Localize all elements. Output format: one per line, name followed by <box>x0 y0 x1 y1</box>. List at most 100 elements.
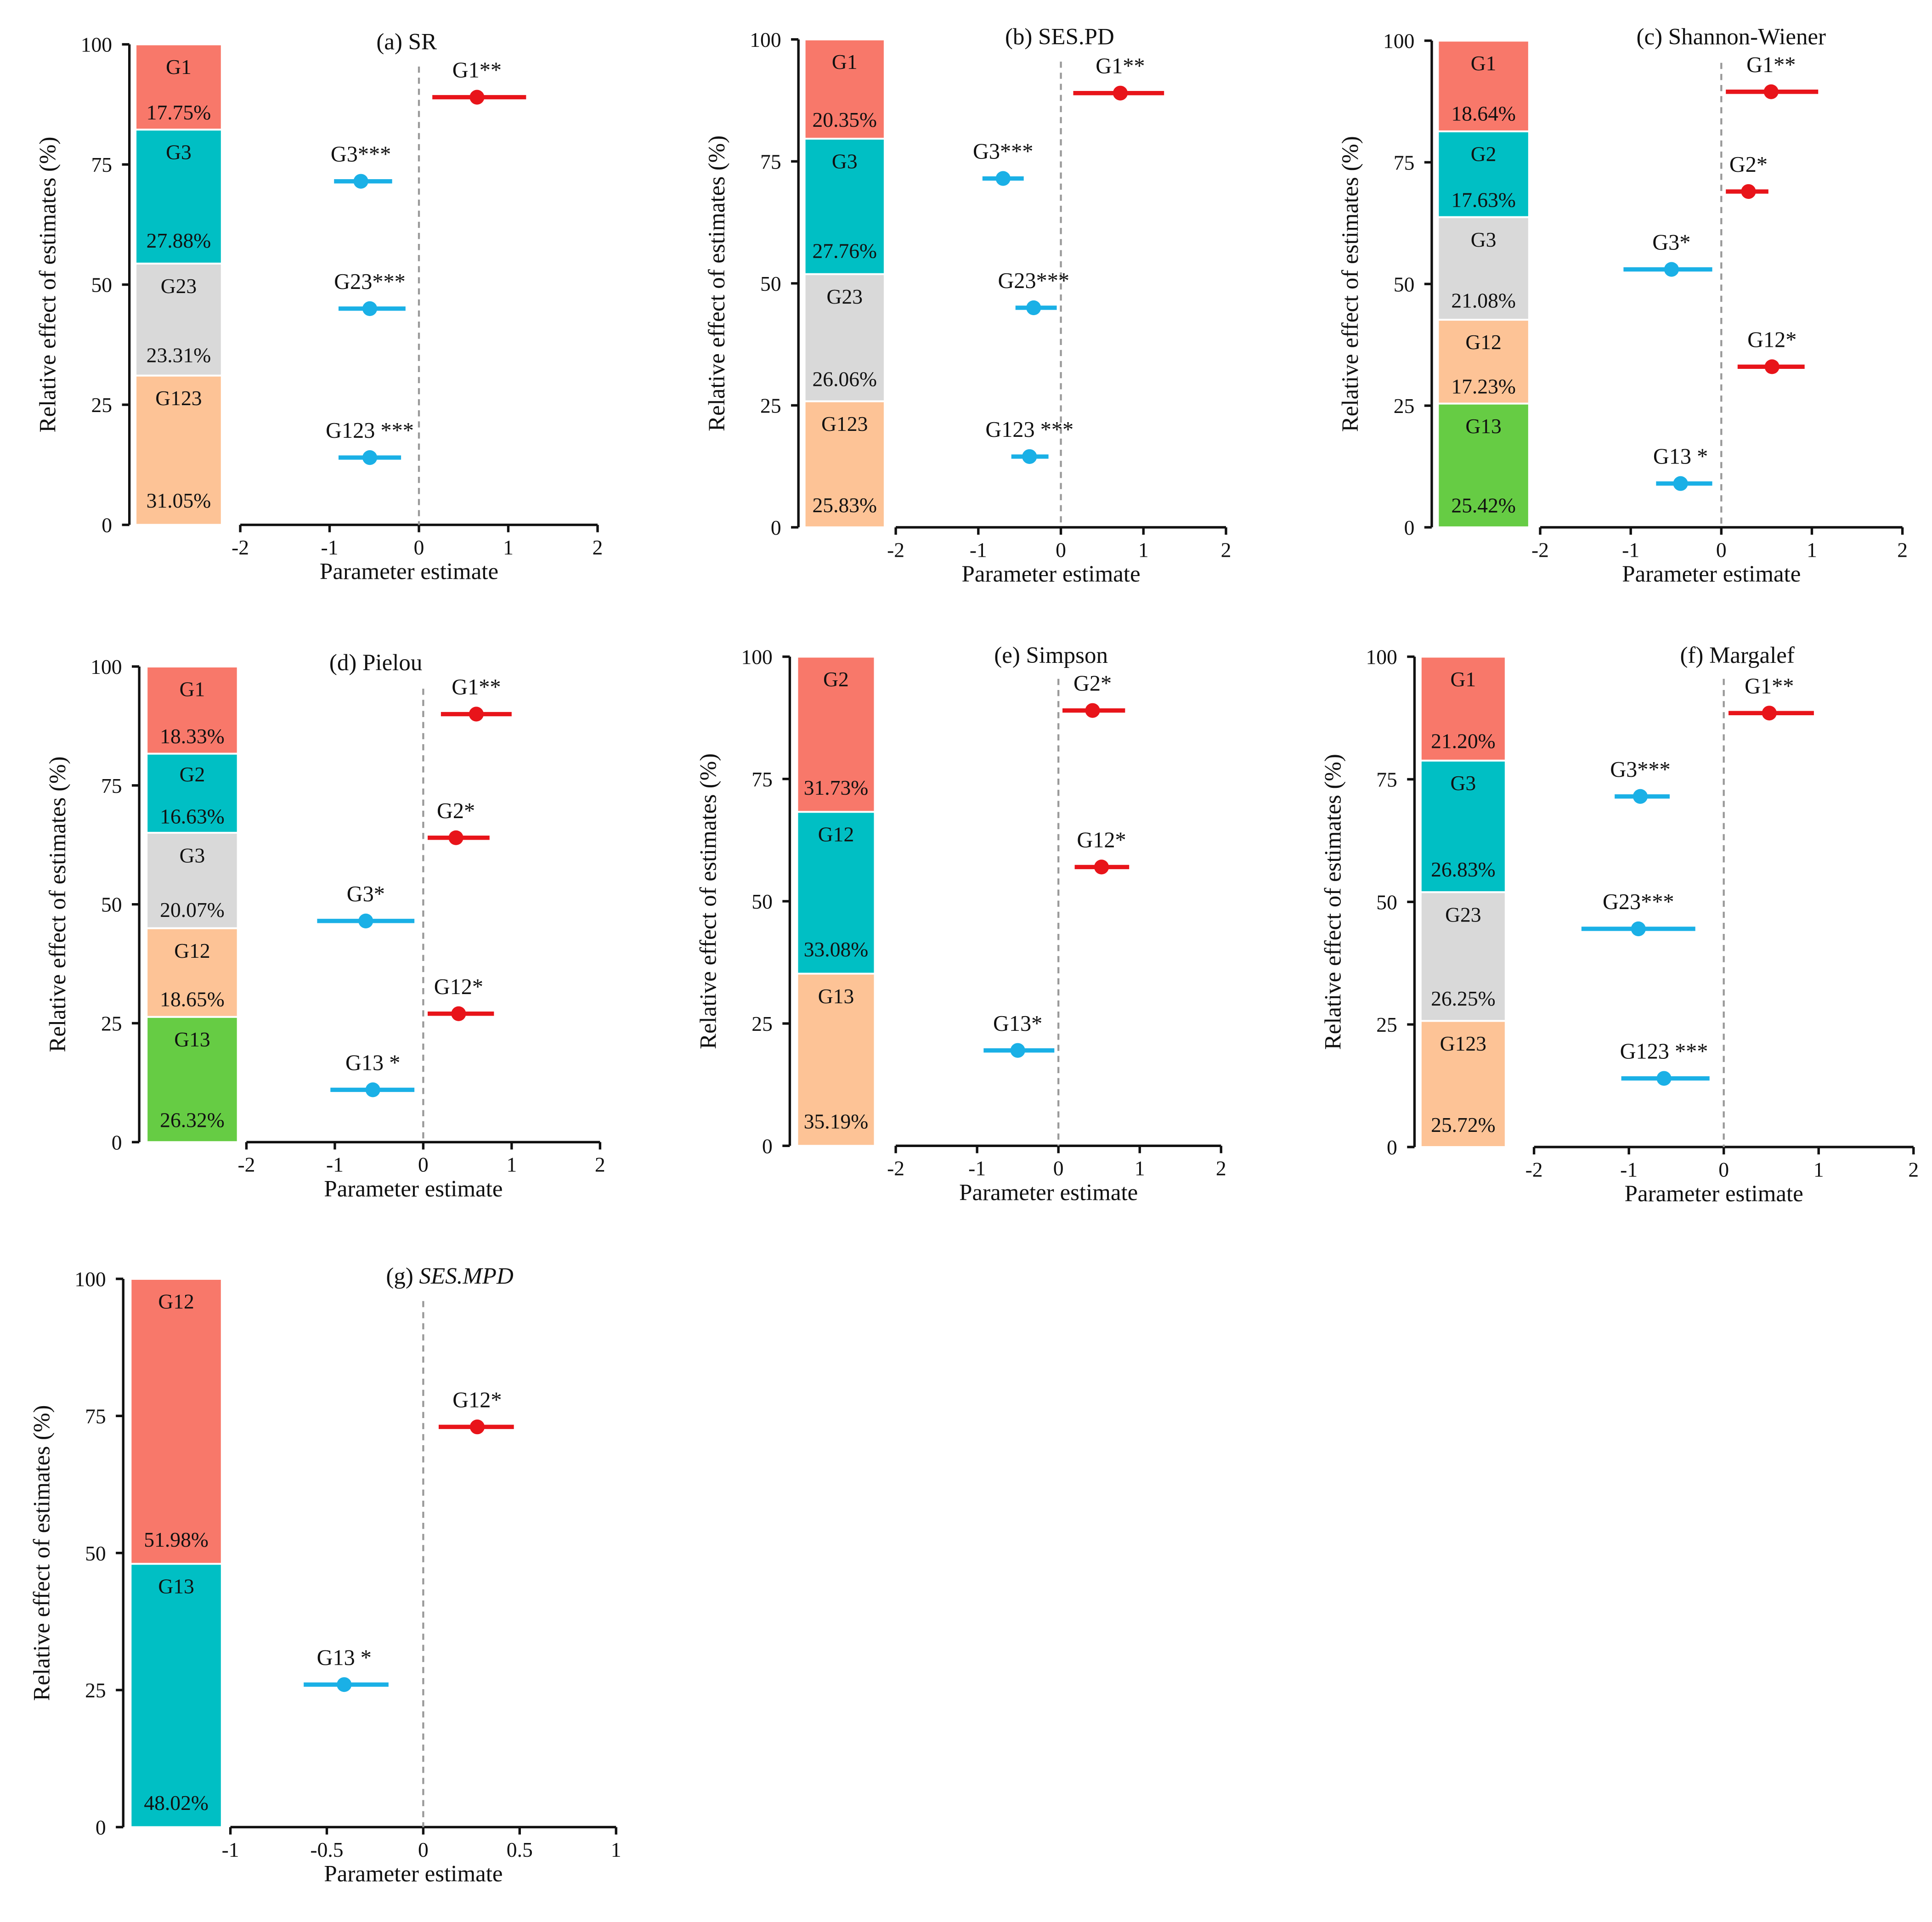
estimate-point <box>1010 1043 1025 1058</box>
estimate-point <box>469 1419 485 1435</box>
panel-title: (e) Simpson <box>994 643 1108 668</box>
bar-segment-G1 <box>803 38 886 140</box>
x-tick-label: -1 <box>222 1838 239 1861</box>
estimate-label: G12* <box>434 975 483 999</box>
estimate-label: G13* <box>993 1012 1042 1036</box>
segment-percent-label: 17.23% <box>1451 375 1516 398</box>
bar-segment-G123 <box>1419 1020 1507 1148</box>
segment-name-label: G23 <box>827 285 863 308</box>
estimate-label: G123 *** <box>326 418 414 443</box>
segment-name-label: G123 <box>155 386 202 410</box>
segment-percent-label: 27.76% <box>813 239 877 262</box>
estimate-point <box>1673 476 1688 491</box>
estimate-label: G12* <box>1077 828 1126 852</box>
y-tick-label: 25 <box>760 394 781 417</box>
segment-name-label: G1 <box>166 55 192 79</box>
segment-percent-label: 27.88% <box>147 229 211 252</box>
segment-percent-label: 35.19% <box>804 1110 869 1133</box>
estimate-label: G13 * <box>345 1051 400 1075</box>
estimate-point <box>1656 1071 1672 1086</box>
y-axis-label: Relative effect of estimates (%) <box>45 757 71 1052</box>
segment-percent-label: 48.02% <box>144 1791 209 1815</box>
estimate-point <box>1113 85 1128 101</box>
panel-title: (b) SES.PD <box>1005 24 1114 50</box>
x-tick-label: -2 <box>237 1153 255 1176</box>
x-tick-label: -2 <box>232 536 249 559</box>
y-tick-label: 0 <box>102 514 112 537</box>
y-tick-label: 75 <box>101 774 122 797</box>
y-tick-label: 0 <box>96 1816 106 1839</box>
x-axis-label: Parameter estimate <box>324 1861 503 1887</box>
bar-segment-G123 <box>803 400 886 528</box>
estimate-point <box>1664 262 1679 277</box>
bar-segment-G13 <box>1437 402 1530 528</box>
bar-segment-G13 <box>146 1016 239 1143</box>
bar-segment-G3 <box>135 129 223 265</box>
y-axis-label: Relative effect of estimates (%) <box>1320 754 1346 1050</box>
y-tick-label: 100 <box>90 655 122 678</box>
x-tick-label: 2 <box>595 1153 605 1176</box>
x-tick-label: 2 <box>1897 538 1908 561</box>
estimate-point <box>1764 359 1779 374</box>
estimate-label: G13 * <box>1653 445 1708 469</box>
x-tick-label: -2 <box>887 1157 904 1180</box>
x-tick-label: 0 <box>1056 538 1066 561</box>
y-tick-label: 50 <box>760 272 781 295</box>
segment-percent-label: 26.83% <box>1431 858 1496 881</box>
segment-name-label: G12 <box>818 823 854 846</box>
bar-segment-G2 <box>146 752 239 834</box>
estimate-point <box>448 830 463 845</box>
estimate-label: G23*** <box>998 269 1069 293</box>
y-tick-label: 75 <box>1376 768 1397 791</box>
segment-percent-label: 20.07% <box>160 898 225 921</box>
y-tick-label: 75 <box>91 153 113 176</box>
panel-title-text: (d) Pielou <box>329 650 422 676</box>
segment-name-label: G3 <box>1471 228 1497 251</box>
bar-segment-G12 <box>130 1278 223 1565</box>
segment-percent-label: 31.05% <box>147 489 211 512</box>
bar-segment-G12 <box>1437 319 1530 405</box>
estimate-label: G3*** <box>331 142 391 167</box>
y-tick-label: 100 <box>81 33 112 57</box>
bar-segment-G2 <box>1437 130 1530 218</box>
x-tick-label: 0 <box>418 1838 429 1861</box>
estimate-point <box>1763 84 1779 99</box>
segment-percent-label: 17.63% <box>1451 188 1516 211</box>
panel-f: 0 25 50 75 100 Relative effect of estimates (… <box>1320 643 1919 1207</box>
estimate-label: G1** <box>1745 674 1794 698</box>
y-tick-label: 0 <box>1387 1136 1397 1159</box>
estimate-label: G1** <box>1746 53 1796 77</box>
segment-name-label: G23 <box>1445 903 1481 927</box>
y-tick-label: 75 <box>1394 151 1415 174</box>
bar-segment-G23 <box>135 262 223 377</box>
segment-name-label: G3 <box>166 141 192 164</box>
estimate-point <box>353 174 368 189</box>
x-tick-label: -2 <box>887 538 904 561</box>
segment-percent-label: 25.42% <box>1451 494 1516 517</box>
y-tick-label: 100 <box>750 28 781 51</box>
segment-name-label: G3 <box>832 149 858 173</box>
estimate-point <box>1633 789 1648 804</box>
segment-name-label: G2 <box>823 667 849 691</box>
segment-name-label: G3 <box>180 843 205 867</box>
segment-percent-label: 26.06% <box>813 367 877 390</box>
x-axis-label: Parameter estimate <box>959 1180 1138 1205</box>
estimate-point <box>1762 706 1777 721</box>
estimate-label: G2* <box>1729 153 1768 177</box>
x-axis-label: Parameter estimate <box>320 559 498 585</box>
x-tick-label: -2 <box>1525 1158 1543 1181</box>
segment-name-label: G1 <box>1450 667 1476 691</box>
panel-g: 0 25 50 75 100 Relative effect of estimates (… <box>29 1264 621 1887</box>
estimate-label: G12* <box>452 1388 502 1412</box>
estimate-point <box>469 707 484 722</box>
y-axis-label: Relative effect of estimates (%) <box>35 136 61 432</box>
segment-name-label: G13 <box>1465 414 1502 438</box>
segment-name-label: G3 <box>1450 771 1476 795</box>
y-tick-label: 25 <box>101 1012 122 1035</box>
estimate-point <box>362 450 378 465</box>
panel-title-italic: SES.MPD <box>419 1264 514 1289</box>
y-tick-label: 50 <box>1394 272 1415 296</box>
estimate-point <box>995 171 1011 186</box>
y-tick-label: 75 <box>85 1404 106 1428</box>
